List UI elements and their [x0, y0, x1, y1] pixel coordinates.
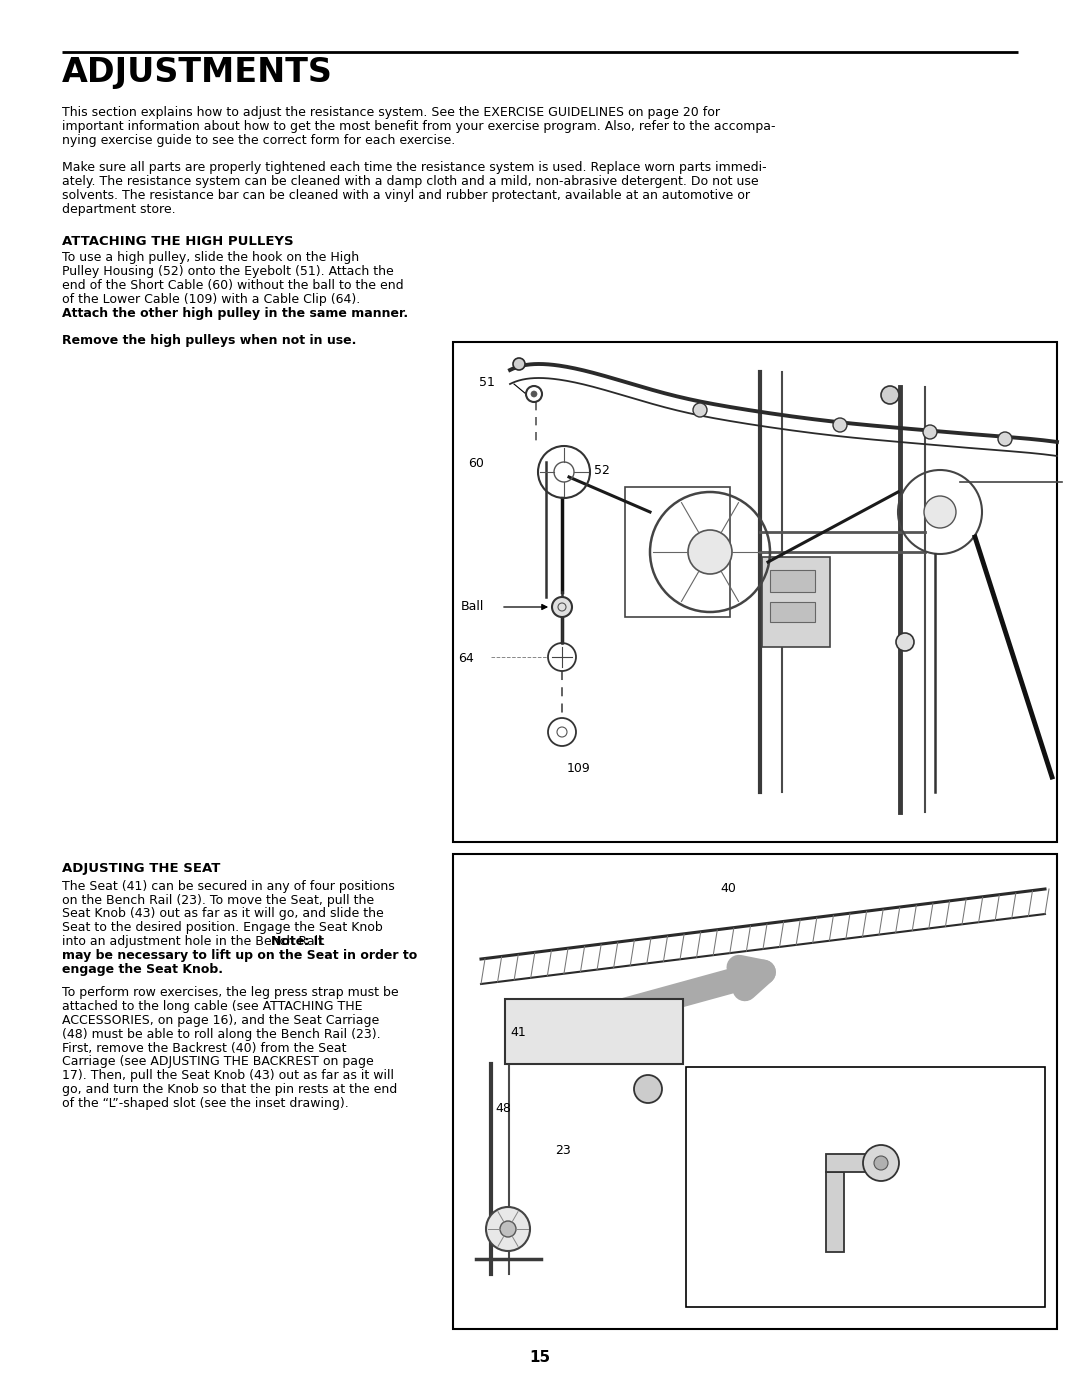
- Text: (48) must be able to roll along the Bench Rail (23).: (48) must be able to roll along the Benc…: [62, 1028, 380, 1041]
- Circle shape: [874, 1155, 888, 1171]
- Circle shape: [923, 425, 937, 439]
- Text: Carriage (see ADJUSTING THE BACKREST on page: Carriage (see ADJUSTING THE BACKREST on …: [62, 1055, 374, 1069]
- Bar: [453, 342, 1057, 842]
- Circle shape: [998, 432, 1012, 446]
- Bar: [762, 557, 831, 647]
- Text: 41: 41: [510, 1027, 526, 1039]
- Text: nying exercise guide to see the correct form for each exercise.: nying exercise guide to see the correct …: [62, 134, 456, 147]
- Text: 17). Then, pull the Seat Knob (43) out as far as it will: 17). Then, pull the Seat Knob (43) out a…: [62, 1069, 394, 1083]
- Text: To perform row exercises, the leg press strap must be: To perform row exercises, the leg press …: [62, 986, 399, 999]
- Circle shape: [531, 391, 537, 397]
- Circle shape: [500, 1221, 516, 1236]
- Text: of the “L”-shaped slot (see the inset drawing).: of the “L”-shaped slot (see the inset dr…: [62, 1097, 349, 1109]
- Circle shape: [552, 597, 572, 617]
- Text: Note: It: Note: It: [271, 935, 324, 949]
- Text: Remove the high pulleys when not in use.: Remove the high pulleys when not in use.: [62, 334, 356, 348]
- Circle shape: [896, 633, 914, 651]
- Circle shape: [881, 386, 899, 404]
- Circle shape: [833, 418, 847, 432]
- Text: 43: 43: [706, 1094, 721, 1106]
- Circle shape: [693, 402, 707, 416]
- Circle shape: [688, 529, 732, 574]
- Text: 23: 23: [555, 1144, 570, 1157]
- Circle shape: [863, 1146, 899, 1180]
- Text: ATTACHING THE HIGH PULLEYS: ATTACHING THE HIGH PULLEYS: [62, 235, 294, 247]
- Bar: [625, 488, 730, 617]
- Circle shape: [486, 1207, 530, 1250]
- Text: 64: 64: [458, 652, 474, 665]
- Text: Make sure all parts are properly tightened each time the resistance system is us: Make sure all parts are properly tighten…: [62, 162, 767, 175]
- Text: 51: 51: [480, 376, 495, 388]
- Text: may be necessary to lift up on the Seat in order to: may be necessary to lift up on the Seat …: [62, 949, 417, 961]
- Bar: [770, 570, 815, 592]
- Text: ADJUSTMENTS: ADJUSTMENTS: [62, 56, 333, 89]
- Text: Attach the other high pulley in the same manner.: Attach the other high pulley in the same…: [62, 306, 408, 320]
- Text: department store.: department store.: [62, 203, 176, 215]
- Text: solvents. The resistance bar can be cleaned with a vinyl and rubber protectant, : solvents. The resistance bar can be clea…: [62, 189, 750, 203]
- Text: engage the Seat Knob.: engage the Seat Knob.: [62, 963, 222, 975]
- Text: of the Lower Cable (109) with a Cable Clip (64).: of the Lower Cable (109) with a Cable Cl…: [62, 293, 361, 306]
- Text: 48: 48: [960, 1178, 976, 1190]
- Text: go, and turn the Knob so that the pin rests at the end: go, and turn the Knob so that the pin re…: [62, 1083, 397, 1097]
- Text: ACCESSORIES, on page 16), and the Seat Carriage: ACCESSORIES, on page 16), and the Seat C…: [62, 1014, 379, 1027]
- Text: 60: 60: [468, 457, 484, 469]
- Circle shape: [513, 358, 525, 370]
- Text: 40: 40: [720, 882, 735, 895]
- Bar: [505, 999, 683, 1065]
- Circle shape: [634, 1076, 662, 1104]
- Text: on the Bench Rail (23). To move the Seat, pull the: on the Bench Rail (23). To move the Seat…: [62, 894, 374, 907]
- Text: 52: 52: [594, 464, 610, 476]
- Text: attached to the long cable (see ATTACHING THE: attached to the long cable (see ATTACHIN…: [62, 1000, 363, 1013]
- Text: ADJUSTING THE SEAT: ADJUSTING THE SEAT: [62, 862, 220, 875]
- Text: into an adjustment hole in the Bench Rail.: into an adjustment hole in the Bench Rai…: [62, 935, 329, 949]
- Text: 109: 109: [567, 761, 591, 775]
- Bar: [770, 602, 815, 622]
- Text: Pin: Pin: [701, 1249, 719, 1261]
- Text: Seat Knob (43) out as far as it will go, and slide the: Seat Knob (43) out as far as it will go,…: [62, 908, 383, 921]
- Text: end of the Short Cable (60) without the ball to the end: end of the Short Cable (60) without the …: [62, 279, 404, 292]
- Text: 43: 43: [960, 1249, 975, 1261]
- Text: important information about how to get the most benefit from your exercise progr: important information about how to get t…: [62, 120, 775, 133]
- Text: 48: 48: [495, 1102, 511, 1115]
- Bar: [826, 1172, 843, 1252]
- Text: 15: 15: [529, 1350, 551, 1365]
- Text: Seat to the desired position. Engage the Seat Knob: Seat to the desired position. Engage the…: [62, 921, 382, 935]
- Text: "L"-Slot: "L"-Slot: [746, 1090, 793, 1102]
- Bar: [453, 854, 1057, 1329]
- Text: This section explains how to adjust the resistance system. See the EXERCISE GUID: This section explains how to adjust the …: [62, 106, 720, 119]
- Circle shape: [924, 496, 956, 528]
- Bar: [826, 1154, 881, 1172]
- Bar: [686, 1067, 1045, 1308]
- Text: To use a high pulley, slide the hook on the High: To use a high pulley, slide the hook on …: [62, 251, 360, 264]
- Text: Pulley Housing (52) onto the Eyebolt (51). Attach the: Pulley Housing (52) onto the Eyebolt (51…: [62, 265, 394, 278]
- Text: First, remove the Backrest (40) from the Seat: First, remove the Backrest (40) from the…: [62, 1042, 347, 1055]
- Text: The Seat (41) can be secured in any of four positions: The Seat (41) can be secured in any of f…: [62, 880, 395, 893]
- Text: Ball: Ball: [461, 601, 484, 613]
- Text: ately. The resistance system can be cleaned with a damp cloth and a mild, non-ab: ately. The resistance system can be clea…: [62, 175, 758, 189]
